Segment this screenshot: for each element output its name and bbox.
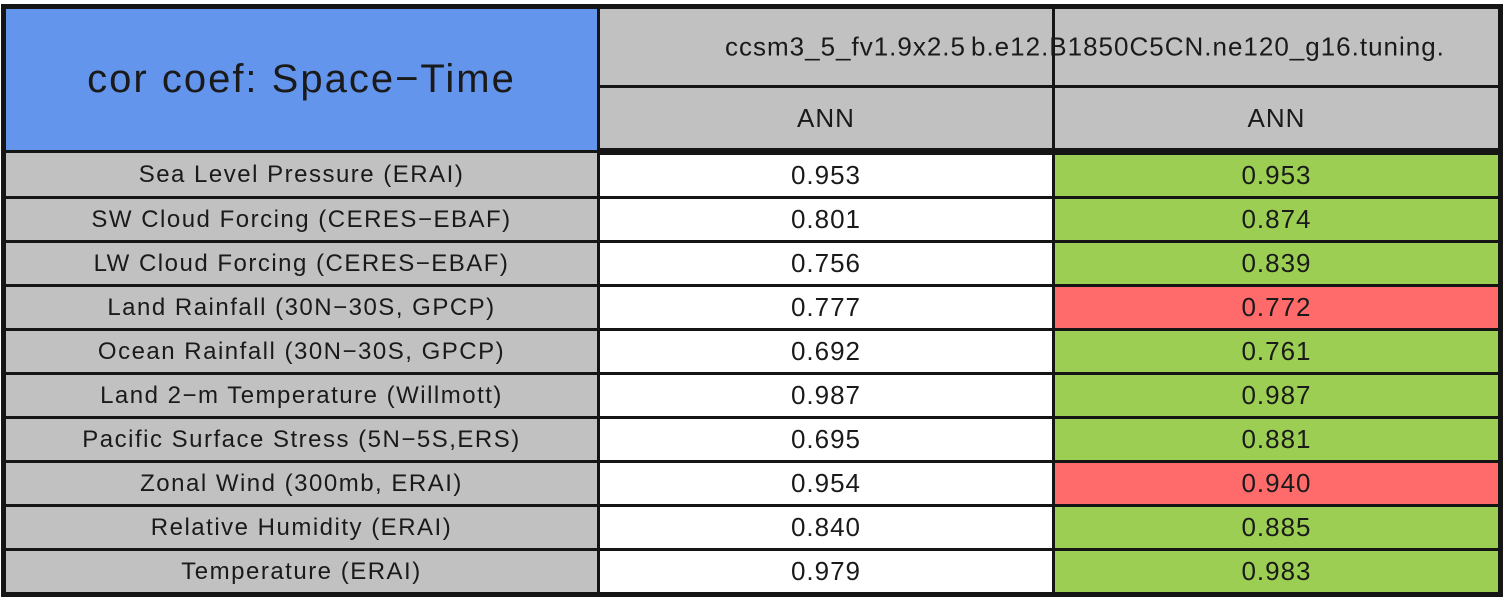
value-cell-2: 0.874 xyxy=(1052,196,1502,243)
value-cell-2: 0.987 xyxy=(1052,372,1502,419)
value-cell-2: 0.881 xyxy=(1052,416,1502,463)
row-label: SW Cloud Forcing (CERES−EBAF) xyxy=(2,196,600,243)
row-label: Pacific Surface Stress (5N−5S,ERS) xyxy=(2,416,600,463)
season-header-1: ANN xyxy=(597,85,1055,155)
value-cell-1: 0.954 xyxy=(597,460,1055,507)
value-cell-1: 0.953 xyxy=(597,150,1055,199)
value-cell-2: 0.772 xyxy=(1052,284,1502,331)
value-cell-1: 0.979 xyxy=(597,548,1055,596)
season-header-row: ANN ANN xyxy=(4,85,1502,155)
page-title: cor coef: Space−Time xyxy=(87,57,516,101)
table-row: Zonal Wind (300mb, ERAI) 0.954 0.940 xyxy=(2,460,1502,507)
value-cell-2: 0.983 xyxy=(1052,548,1502,596)
table-row: Land Rainfall (30N−30S, GPCP) 0.777 0.77… xyxy=(2,284,1502,331)
table-row: Pacific Surface Stress (5N−5S,ERS) 0.695… xyxy=(2,416,1502,463)
row-label: Sea Level Pressure (ERAI) xyxy=(2,150,600,199)
table-row: Ocean Rainfall (30N−30S, GPCP) 0.692 0.7… xyxy=(2,328,1502,375)
season-header-2: ANN xyxy=(1052,85,1502,155)
table-row: Relative Humidity (ERAI) 0.840 0.885 xyxy=(2,504,1502,551)
metrics-table: cor coef: Space−Time ANN ANN Sea Level P… xyxy=(1,4,1503,597)
value-cell-2: 0.761 xyxy=(1052,328,1502,375)
value-cell-1: 0.777 xyxy=(597,284,1055,331)
row-label: Ocean Rainfall (30N−30S, GPCP) xyxy=(2,328,600,375)
value-cell-2: 0.839 xyxy=(1052,240,1502,287)
value-cell-1: 0.801 xyxy=(597,196,1055,243)
value-cell-1: 0.987 xyxy=(597,372,1055,419)
model-header-row: cor coef: Space−Time xyxy=(2,5,1502,153)
value-cell-1: 0.695 xyxy=(597,416,1055,463)
row-label: Relative Humidity (ERAI) xyxy=(2,504,600,551)
value-cell-2: 0.940 xyxy=(1052,460,1502,507)
value-cell-1: 0.840 xyxy=(597,504,1055,551)
value-cell-2: 0.885 xyxy=(1052,504,1502,551)
row-label: Land 2−m Temperature (Willmott) xyxy=(2,372,600,419)
model-header-cell-1 xyxy=(597,5,1055,88)
table-body: Sea Level Pressure (ERAI) 0.953 0.953 SW… xyxy=(2,150,1502,596)
value-cell-1: 0.692 xyxy=(597,328,1055,375)
value-cell-2: 0.953 xyxy=(1052,150,1502,199)
model-header-cell-2 xyxy=(1052,5,1502,88)
table-row: SW Cloud Forcing (CERES−EBAF) 0.801 0.87… xyxy=(2,196,1502,243)
table-row: Sea Level Pressure (ERAI) 0.953 0.953 xyxy=(2,150,1502,199)
row-label: Zonal Wind (300mb, ERAI) xyxy=(2,460,600,507)
table-row: Land 2−m Temperature (Willmott) 0.987 0.… xyxy=(2,372,1502,419)
row-label: Temperature (ERAI) xyxy=(2,548,600,596)
table-row: LW Cloud Forcing (CERES−EBAF) 0.756 0.83… xyxy=(2,240,1502,287)
row-label: Land Rainfall (30N−30S, GPCP) xyxy=(2,284,600,331)
table-title-cell: cor coef: Space−Time xyxy=(2,5,600,153)
row-label: LW Cloud Forcing (CERES−EBAF) xyxy=(2,240,600,287)
value-cell-1: 0.756 xyxy=(597,240,1055,287)
table-head: cor coef: Space−Time ANN ANN xyxy=(2,5,1502,155)
table-row: Temperature (ERAI) 0.979 0.983 xyxy=(2,548,1502,596)
